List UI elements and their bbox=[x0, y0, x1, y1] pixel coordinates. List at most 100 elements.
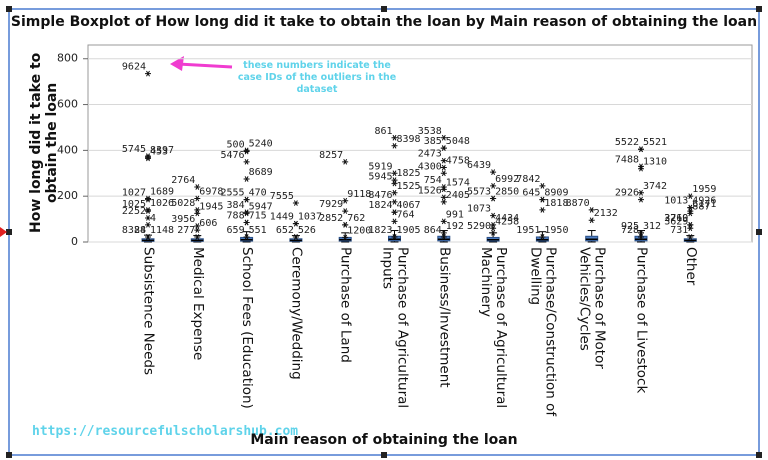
chart-title: Simple Boxplot of How long did it take t… bbox=[10, 14, 758, 30]
outlier-id: 1449 bbox=[270, 212, 294, 223]
outlier bbox=[490, 212, 497, 219]
outlier-id: 384 bbox=[227, 200, 245, 211]
outlier bbox=[391, 170, 398, 177]
outlier-id: 606 bbox=[199, 218, 217, 229]
outlier-id: 2850 bbox=[495, 186, 519, 197]
outlier bbox=[342, 234, 349, 241]
annotation-arrowhead bbox=[170, 56, 184, 71]
outlier bbox=[342, 158, 349, 165]
outlier bbox=[539, 196, 546, 203]
outlier-id: 1689 bbox=[150, 186, 174, 197]
outlier bbox=[342, 208, 349, 214]
outlier-id: 5521 bbox=[643, 137, 667, 148]
outlier bbox=[638, 146, 644, 153]
outlier bbox=[243, 196, 250, 203]
x-tick-label: Purchase of Livestock bbox=[633, 247, 650, 394]
x-tick-label: Purchase of Agricultural Inputs bbox=[379, 247, 411, 409]
outlier bbox=[145, 221, 151, 228]
outlier-id: 4758 bbox=[446, 156, 470, 167]
outlier bbox=[391, 189, 398, 196]
outlier-id: 1148 bbox=[150, 225, 174, 236]
outlier-id: 1574 bbox=[446, 177, 470, 188]
outlier bbox=[145, 215, 151, 221]
outlier bbox=[490, 229, 497, 236]
outlier-id: 5476 bbox=[221, 150, 245, 161]
x-tick-label: Purchase of Agricultural Machinery bbox=[478, 247, 510, 409]
outlier bbox=[243, 147, 250, 154]
outlier-id: 3629 bbox=[664, 216, 688, 227]
outlier bbox=[145, 234, 151, 240]
y-tick-label: 200 bbox=[57, 189, 78, 202]
outlier bbox=[588, 207, 595, 213]
outlier bbox=[687, 210, 694, 217]
outlier-id: 1310 bbox=[643, 157, 667, 168]
outlier-id: 9118 bbox=[347, 189, 371, 200]
x-tick-label: Subsistence Needs bbox=[140, 247, 157, 375]
outlier-id: 652 bbox=[276, 225, 294, 236]
outlier-id: 551 bbox=[249, 225, 267, 236]
outlier-id: 2852 bbox=[319, 213, 343, 224]
outlier-id: 4434 bbox=[495, 213, 519, 224]
outlier-id: 3269 bbox=[664, 213, 688, 224]
outlier bbox=[145, 207, 151, 213]
outlier-id: 1526 bbox=[418, 185, 442, 196]
outlier bbox=[243, 234, 250, 240]
outlier-id: 2555 bbox=[221, 188, 245, 199]
outlier-id: 1959 bbox=[692, 184, 716, 195]
y-tick-label: 800 bbox=[57, 52, 78, 65]
outlier bbox=[391, 180, 398, 187]
outlier-id: 5945 bbox=[368, 172, 392, 183]
outlier bbox=[638, 163, 644, 170]
outlier bbox=[145, 155, 151, 162]
outlier-id: 864 bbox=[424, 225, 442, 236]
outlier bbox=[243, 158, 250, 165]
annotation: these numbers indicate the case IDs of t… bbox=[237, 60, 397, 95]
outlier bbox=[687, 234, 694, 240]
outlier bbox=[440, 186, 447, 193]
outlier bbox=[342, 221, 349, 228]
outlier bbox=[194, 227, 201, 233]
x-tick-label: Purchase of Motor Vehicles/Cycles bbox=[576, 247, 608, 369]
outlier bbox=[687, 208, 694, 214]
outlier bbox=[145, 154, 151, 161]
x-tick-label: Purchase of Land bbox=[337, 247, 354, 363]
y-tick-label: 0 bbox=[71, 235, 78, 248]
outlier-id: 5048 bbox=[446, 136, 470, 147]
outlier-id: 3956 bbox=[171, 214, 195, 225]
outlier bbox=[440, 145, 447, 151]
outlier-id: 1824 bbox=[368, 200, 392, 211]
outlier-id: 762 bbox=[347, 213, 365, 224]
watermark: https://resourcefulscholarshub.com bbox=[32, 424, 299, 439]
outlier-id: 1950 bbox=[544, 225, 568, 236]
outlier bbox=[243, 148, 250, 155]
outlier-id: 8397 bbox=[150, 145, 174, 156]
x-tick-label: Purchase/Construction of Dwelling bbox=[527, 247, 559, 417]
outlier-id: 925 bbox=[621, 221, 639, 232]
x-tick-label: Business/Investment bbox=[436, 247, 453, 388]
outlier bbox=[440, 234, 447, 240]
outlier bbox=[638, 189, 644, 196]
outlier bbox=[194, 210, 201, 217]
outlier bbox=[440, 199, 447, 205]
outlier-id: 312 bbox=[643, 221, 661, 232]
outlier bbox=[243, 210, 250, 217]
outlier bbox=[539, 207, 546, 213]
outlier-id: 645 bbox=[522, 188, 540, 199]
outlier-id: 788 bbox=[227, 211, 245, 222]
outlier bbox=[342, 197, 349, 204]
y-tick-label: 400 bbox=[57, 143, 78, 156]
left-marker bbox=[0, 227, 7, 237]
outlier-id: 7488 bbox=[615, 154, 639, 165]
outlier bbox=[194, 195, 201, 202]
outlier bbox=[292, 234, 299, 240]
outlier bbox=[145, 70, 151, 77]
outlier-id: 8689 bbox=[249, 167, 273, 178]
outlier-id: 754 bbox=[424, 175, 442, 186]
x-tick-label: Medical Expense bbox=[189, 247, 206, 361]
outlier bbox=[391, 134, 398, 141]
outlier bbox=[194, 234, 201, 240]
outlier-id: 277 bbox=[177, 225, 195, 236]
outlier-id: 731 bbox=[670, 225, 688, 236]
outlier-id: 5028 bbox=[171, 198, 195, 209]
